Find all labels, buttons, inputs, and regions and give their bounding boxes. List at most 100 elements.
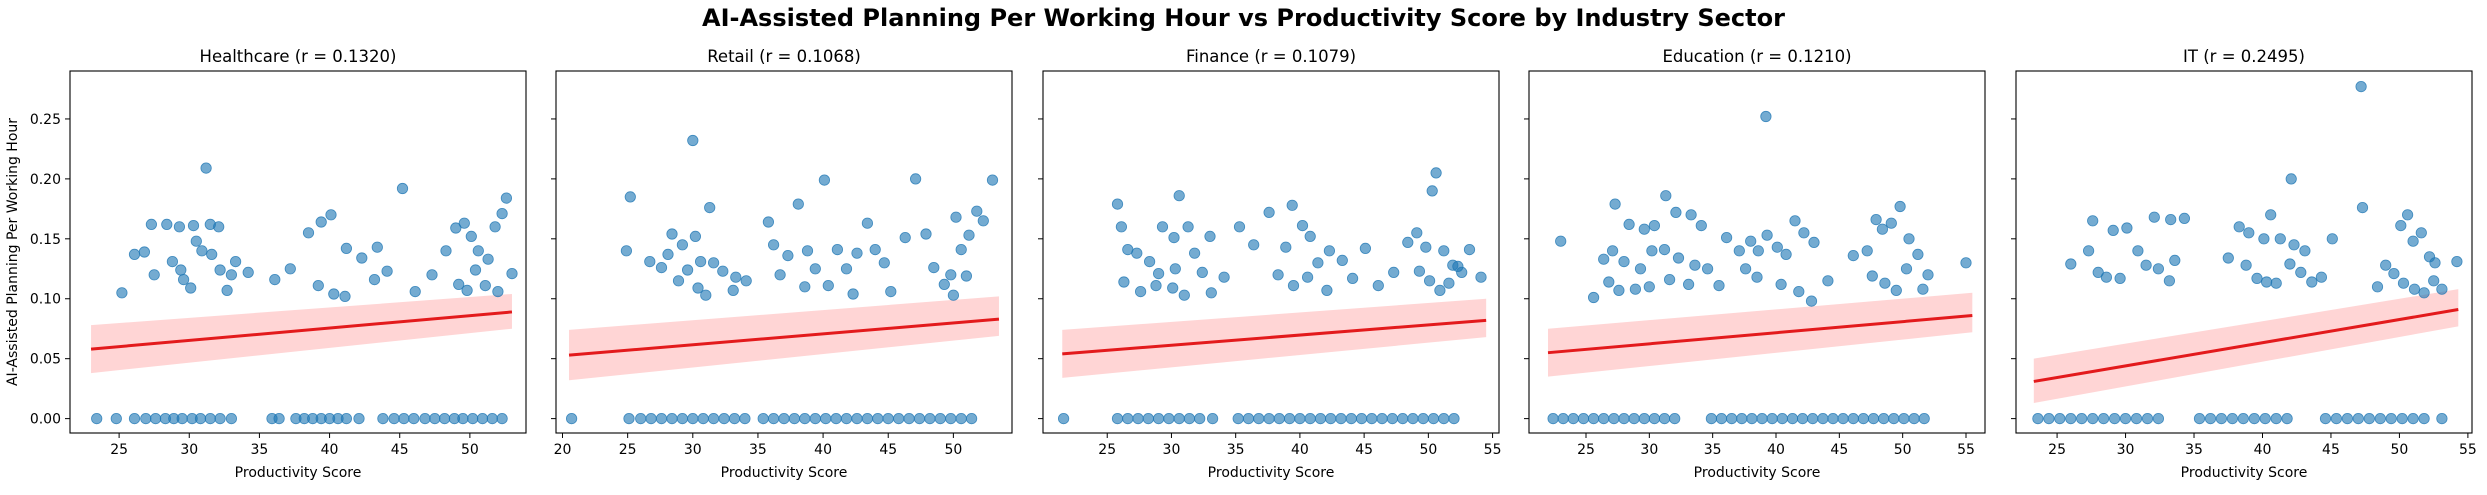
data-point (1443, 277, 1455, 289)
data-point (450, 222, 462, 234)
x-axis-label: Productivity Score (1208, 465, 1335, 481)
data-point (809, 263, 821, 275)
data-point (496, 412, 508, 425)
data-point (1167, 282, 1179, 294)
data-point (1372, 279, 1384, 292)
x-tick-label: 25 (1098, 442, 1116, 458)
data-point (1894, 200, 1906, 213)
data-point (339, 290, 351, 302)
data-point (1335, 412, 1347, 425)
data-point (909, 173, 922, 185)
data-point (799, 412, 811, 425)
data-point (2132, 245, 2144, 257)
data-point (1272, 269, 1284, 281)
data-point (381, 265, 393, 277)
data-point (1613, 284, 1625, 296)
data-point (1827, 412, 1839, 425)
data-point (2265, 209, 2277, 221)
regression-line (2033, 308, 2459, 383)
data-point (1793, 285, 1805, 298)
x-tick-label: 25 (1577, 442, 1595, 458)
data-point (2193, 412, 2206, 425)
data-point (920, 228, 932, 240)
data-point (496, 208, 508, 220)
data-point (2380, 259, 2392, 271)
data-point (1713, 279, 1725, 292)
data-point (1733, 245, 1745, 257)
x-axis-label: Productivity Score (1694, 465, 1821, 481)
data-point (1304, 412, 1316, 425)
data-point (419, 412, 431, 425)
data-point (662, 248, 674, 260)
data-point (1284, 412, 1296, 425)
x-axis-label: Productivity Score (2181, 465, 2308, 481)
x-tick-label: 35 (2185, 442, 2203, 458)
data-point (472, 245, 484, 257)
y-axis-label: AI-Assisted Planning Per Working Hour (5, 118, 21, 386)
data-point (1567, 412, 1579, 425)
data-point (469, 264, 482, 276)
data-point (377, 412, 389, 425)
data-point (1805, 295, 1818, 307)
panel-2: 20 25 30 35 40 45 50 Retail (r = 0.1068) Product… (551, 47, 1013, 481)
data-point (1726, 412, 1738, 425)
x-tick-label: 50 (2391, 442, 2409, 458)
data-point (110, 412, 122, 425)
data-point (2281, 412, 2293, 425)
data-point (727, 284, 739, 296)
data-point (1908, 412, 1920, 425)
data-point (2065, 258, 2077, 270)
data-point (340, 412, 352, 425)
data-point (1475, 271, 1487, 283)
data-point (801, 245, 814, 257)
data-point (398, 412, 410, 425)
data-point (408, 412, 420, 425)
data-point (1376, 412, 1388, 425)
data-point (1218, 271, 1230, 283)
data-point (718, 412, 730, 425)
data-point (194, 412, 207, 425)
data-point (620, 245, 633, 257)
x-tick-label: 40 (1291, 442, 1309, 458)
data-point (1156, 221, 1169, 233)
data-point (1903, 233, 1915, 245)
data-point (1438, 412, 1450, 425)
data-point (1648, 412, 1661, 425)
data-point (1555, 235, 1567, 247)
data-point (1890, 284, 1902, 296)
data-point (1766, 412, 1778, 425)
data-point (963, 229, 975, 241)
data-point (2141, 412, 2154, 425)
data-point (1253, 412, 1265, 425)
data-point (2371, 281, 2384, 293)
data-point (2076, 412, 2088, 425)
x-tick-label: 45 (1830, 442, 1848, 458)
data-point (1557, 412, 1569, 425)
data-point (1808, 236, 1820, 248)
data-point (960, 270, 973, 282)
data-point (644, 255, 656, 268)
data-point (1648, 220, 1661, 232)
data-point (1669, 412, 1681, 425)
figure-title: AI-Assisted Planning Per Working Hour vs… (702, 4, 1785, 32)
data-point (878, 257, 890, 269)
data-point (2148, 211, 2160, 223)
data-point (1347, 272, 1359, 284)
data-point (799, 281, 811, 293)
data-point (1397, 412, 1409, 425)
data-point (645, 412, 657, 425)
data-point (1196, 266, 1208, 278)
data-point (1695, 220, 1707, 232)
data-point (792, 198, 804, 210)
data-point (128, 412, 141, 425)
data-point (1323, 245, 1336, 257)
data-point (831, 244, 844, 256)
data-point (1822, 275, 1834, 287)
data-point (947, 289, 960, 301)
data-point (176, 412, 188, 425)
data-point (2319, 412, 2332, 425)
data-point (2065, 412, 2077, 425)
data-point (1797, 412, 1809, 425)
data-point (1879, 277, 1891, 289)
